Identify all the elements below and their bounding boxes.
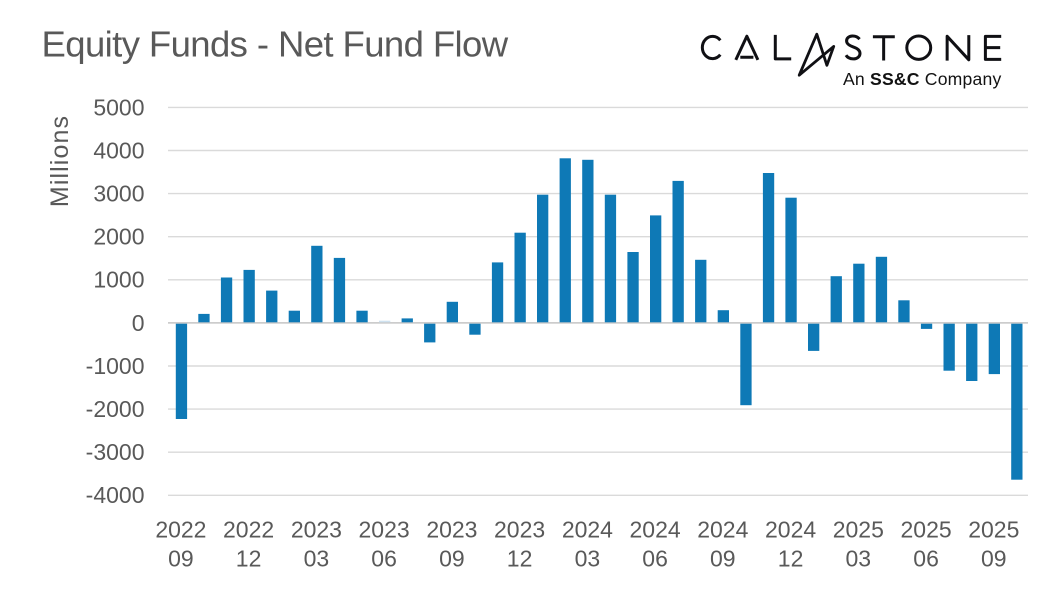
svg-text:09: 09 xyxy=(710,546,736,572)
svg-text:5000: 5000 xyxy=(93,94,144,120)
svg-text:03: 03 xyxy=(575,546,601,572)
svg-text:0: 0 xyxy=(132,310,145,336)
svg-text:An SS&C Company: An SS&C Company xyxy=(843,69,1002,89)
svg-text:12: 12 xyxy=(507,546,533,572)
svg-text:2023: 2023 xyxy=(426,517,477,543)
svg-text:Equity Funds - Net Fund Flow: Equity Funds - Net Fund Flow xyxy=(42,24,509,65)
svg-text:2022: 2022 xyxy=(223,517,274,543)
svg-text:06: 06 xyxy=(913,546,939,572)
svg-text:2025: 2025 xyxy=(833,517,884,543)
svg-text:2022: 2022 xyxy=(155,517,206,543)
svg-text:2025: 2025 xyxy=(901,517,952,543)
svg-text:2025: 2025 xyxy=(968,517,1019,543)
svg-text:3000: 3000 xyxy=(93,181,144,207)
svg-text:-1000: -1000 xyxy=(86,353,145,379)
svg-text:03: 03 xyxy=(846,546,872,572)
svg-text:-3000: -3000 xyxy=(86,439,145,465)
svg-text:2023: 2023 xyxy=(359,517,410,543)
svg-text:09: 09 xyxy=(439,546,465,572)
svg-text:Millions: Millions xyxy=(46,115,74,207)
svg-text:06: 06 xyxy=(642,546,668,572)
svg-text:-4000: -4000 xyxy=(86,482,145,508)
svg-text:1000: 1000 xyxy=(93,267,144,293)
svg-text:06: 06 xyxy=(371,546,397,572)
svg-text:2023: 2023 xyxy=(494,517,545,543)
svg-text:2000: 2000 xyxy=(93,224,144,250)
svg-text:2024: 2024 xyxy=(630,517,681,543)
svg-text:09: 09 xyxy=(168,546,194,572)
svg-text:2023: 2023 xyxy=(291,517,342,543)
svg-text:03: 03 xyxy=(304,546,330,572)
svg-text:2024: 2024 xyxy=(562,517,613,543)
svg-text:2024: 2024 xyxy=(765,517,816,543)
svg-text:09: 09 xyxy=(981,546,1007,572)
svg-text:-2000: -2000 xyxy=(86,396,145,422)
svg-text:2024: 2024 xyxy=(697,517,748,543)
svg-text:12: 12 xyxy=(236,546,262,572)
svg-text:4000: 4000 xyxy=(93,137,144,163)
svg-text:12: 12 xyxy=(778,546,804,572)
